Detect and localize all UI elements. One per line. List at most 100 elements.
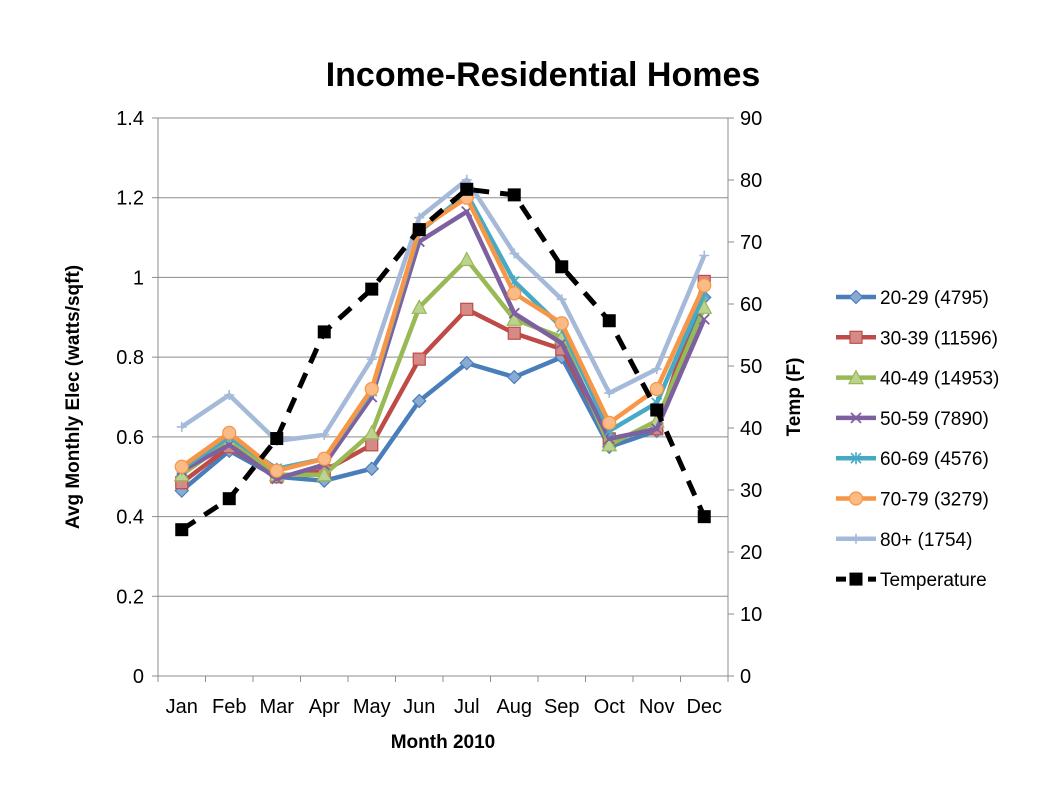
- x-tick-label: Jan: [166, 696, 198, 718]
- data-point: [602, 314, 616, 328]
- data-point: [222, 425, 237, 440]
- data-point: [364, 461, 380, 477]
- data-point: [222, 492, 236, 506]
- legend-swatch-marker: [848, 491, 864, 506]
- legend-label: 30-39 (11596): [880, 328, 998, 349]
- data-point: [460, 182, 474, 196]
- x-tick-label: Dec: [686, 696, 722, 718]
- legend-label: Temperature: [880, 570, 987, 591]
- series-line: [180, 177, 707, 444]
- series-5: [174, 190, 712, 478]
- legend-label: 40-49 (14953): [880, 369, 999, 390]
- data-point: [411, 393, 427, 409]
- legend-label: 80+ (1754): [880, 530, 972, 551]
- data-point: [412, 223, 426, 237]
- data-point: [317, 451, 332, 466]
- data-point: [604, 388, 615, 399]
- x-tick-label: Jun: [403, 696, 435, 718]
- y-tick-label: 0.8: [116, 347, 144, 369]
- data-point: [317, 325, 331, 339]
- series-6: [176, 174, 710, 446]
- data-point: [460, 302, 474, 316]
- data-point: [269, 463, 284, 478]
- y2-tick-label: 90: [740, 108, 762, 130]
- legend-swatch-marker: [849, 572, 863, 586]
- y2-tick-label: 40: [740, 418, 762, 440]
- data-point: [699, 250, 710, 261]
- data-point: [697, 278, 712, 293]
- data-point: [174, 459, 189, 474]
- x-tick-label: Sep: [544, 696, 580, 718]
- data-point: [176, 421, 187, 432]
- data-point: [651, 364, 662, 375]
- legend-swatch-marker: [850, 412, 862, 424]
- data-point: [224, 390, 235, 401]
- legend-entry: 80+ (1754): [836, 530, 972, 551]
- data-point: [508, 307, 520, 319]
- y2-tick-label: 70: [740, 232, 762, 254]
- y-axis-title: Avg Monthly Elec (watts/sqft): [63, 265, 84, 529]
- y2-tick-label: 50: [740, 356, 762, 378]
- axes: 0 0.2 0.4 0.6 0.8 1 1.2 1.4 0 10 20 30 40 50 60 70 80 90 J…: [116, 108, 762, 718]
- grid-lines: [158, 117, 728, 597]
- legend-label: 70-79 (3279): [880, 490, 989, 511]
- x-tick-label: Nov: [639, 696, 675, 718]
- x-tick-label: Jul: [454, 696, 480, 718]
- legend-label: 50-59 (7890): [880, 409, 989, 430]
- data-point: [601, 436, 618, 452]
- data-point: [698, 313, 710, 325]
- y-tick-label: 1.4: [116, 108, 144, 130]
- x-tick-label: Aug: [496, 696, 532, 718]
- data-point: [316, 466, 333, 482]
- data-point: [319, 429, 330, 440]
- legend-swatch-marker: [850, 452, 862, 465]
- data-point: [506, 369, 522, 385]
- legend-entry: Temperature: [836, 570, 987, 591]
- y2-tick-label: 30: [740, 480, 762, 502]
- y2-tick-label: 60: [740, 294, 762, 316]
- data-point: [175, 523, 189, 537]
- data-point: [365, 438, 379, 452]
- legend-entry: 40-49 (14953): [836, 369, 999, 390]
- data-point: [651, 423, 663, 435]
- data-point: [458, 251, 475, 267]
- data-point: [414, 212, 425, 223]
- y-tick-label: 1.2: [116, 188, 144, 210]
- x-axis-title: Month 2010: [391, 732, 496, 753]
- x-tick-label: Apr: [309, 696, 340, 718]
- data-point: [602, 415, 617, 431]
- legend-entry: 30-39 (11596): [836, 328, 998, 349]
- y-tick-label: 1: [133, 267, 144, 289]
- legend-swatch-marker: [847, 369, 865, 385]
- data-point: [697, 510, 711, 524]
- y-tick-label: 0.4: [116, 507, 144, 529]
- x-tick-label: Feb: [212, 696, 246, 718]
- series-7: [175, 182, 711, 537]
- legend-entry: 70-79 (3279): [836, 490, 989, 511]
- y2-tick-label: 0: [740, 666, 751, 688]
- chart-title: Income-Residential Homes: [326, 56, 761, 94]
- data-point: [507, 326, 521, 340]
- x-tick-label: Mar: [260, 696, 295, 718]
- legend-entry: 20-29 (4795): [836, 288, 989, 309]
- data-point: [363, 424, 380, 440]
- data-point: [507, 286, 522, 301]
- data-point: [509, 248, 520, 259]
- data-point: [649, 381, 664, 397]
- data-point: [506, 311, 523, 326]
- x-tick-label: Oct: [594, 696, 626, 718]
- y2-tick-label: 20: [740, 542, 762, 564]
- data-point: [507, 188, 521, 202]
- legend-label: 60-69 (4576): [880, 449, 989, 470]
- series-line: [180, 195, 707, 473]
- y-tick-label: 0.2: [116, 586, 144, 608]
- data-point: [650, 403, 664, 417]
- series-line: [180, 209, 707, 481]
- legend-entry: 50-59 (7890): [836, 409, 989, 430]
- series-line: [180, 186, 707, 532]
- data-point: [270, 432, 284, 446]
- y2-tick-label: 80: [740, 170, 762, 192]
- legend: 20-29 (4795) 30-39 (11596) 40-49 (14953) 50…: [836, 288, 999, 591]
